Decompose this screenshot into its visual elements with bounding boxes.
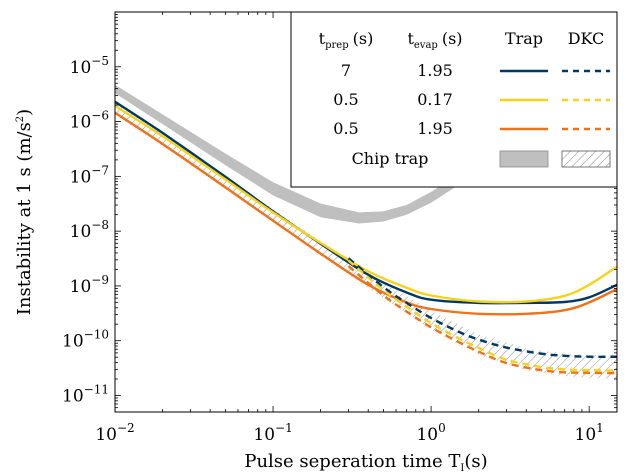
y-tick-label: 10−8 bbox=[70, 218, 109, 242]
y-tick-label: 10−10 bbox=[62, 328, 109, 352]
legend-header-dkc: DKC bbox=[568, 29, 605, 48]
y-tick-label: 10−11 bbox=[62, 383, 109, 407]
y-tick-label: 10−9 bbox=[70, 273, 109, 297]
x-tick-label: 10−2 bbox=[95, 421, 134, 445]
series-line-trap bbox=[115, 100, 617, 305]
legend-chip-trap-swatch bbox=[499, 150, 549, 168]
x-tick-label: 101 bbox=[575, 421, 604, 445]
legend-tprep-value: 0.5 bbox=[333, 119, 358, 138]
y-tick-label: 10−6 bbox=[70, 109, 109, 133]
legend-tevap-value: 0.17 bbox=[417, 90, 453, 109]
legend-chip-label: Chip trap bbox=[352, 149, 429, 168]
series-line-dkc bbox=[347, 257, 617, 358]
y-tick-label: 10−7 bbox=[70, 163, 109, 187]
x-tick-label: 10−1 bbox=[253, 421, 292, 445]
series-line-trap bbox=[115, 104, 617, 304]
legend-chip-dkc-swatch bbox=[561, 150, 611, 168]
legend-header-tevap: tevap (s) bbox=[407, 29, 462, 51]
legend-tevap-value: 1.95 bbox=[417, 119, 453, 138]
x-axis-title: Pulse seperation time TI(s) bbox=[244, 451, 487, 474]
legend-tprep-value: 7 bbox=[341, 61, 351, 80]
legend-header-tprep: tprep (s) bbox=[319, 29, 374, 51]
legend-header-trap: Trap bbox=[505, 29, 543, 48]
y-tick-label: 10−5 bbox=[70, 54, 109, 78]
legend-tprep-value: 0.5 bbox=[333, 90, 358, 109]
legend-tevap-value: 1.95 bbox=[417, 61, 453, 80]
y-axis-title: Instability at 1 s (m/s2) bbox=[14, 109, 35, 315]
series-line-dkc bbox=[347, 265, 617, 375]
x-tick-label: 100 bbox=[416, 421, 445, 445]
series-line-dkc bbox=[347, 259, 617, 372]
